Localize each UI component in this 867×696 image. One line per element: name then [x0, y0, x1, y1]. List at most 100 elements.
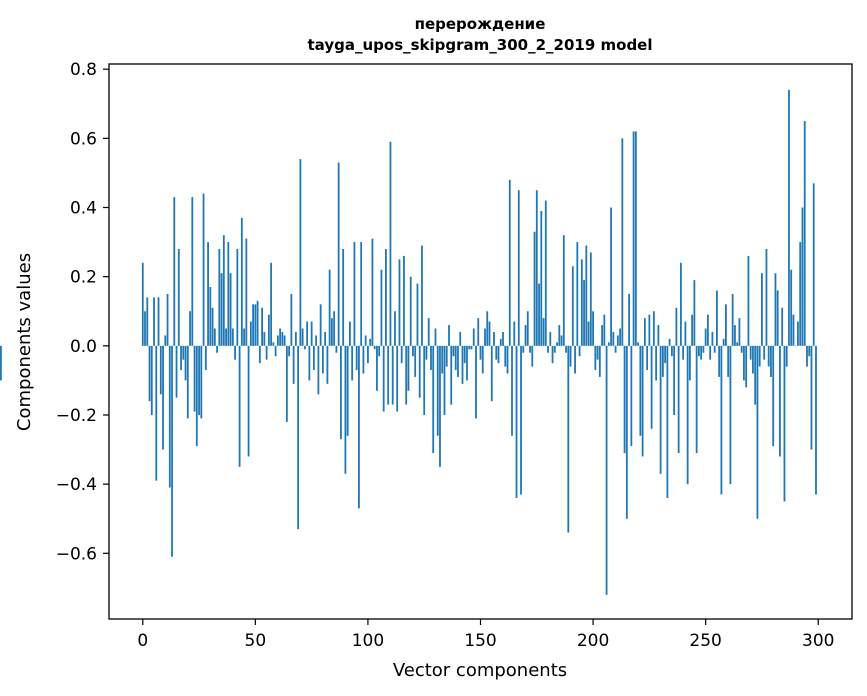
- bar: [661, 345, 664, 377]
- bar: [362, 345, 365, 374]
- bar: [270, 262, 273, 346]
- bar: [560, 335, 563, 346]
- bar: [632, 131, 635, 346]
- bar: [808, 345, 811, 357]
- bar: [623, 345, 626, 454]
- bar: [783, 345, 786, 502]
- bar: [781, 307, 784, 346]
- bar: [272, 342, 275, 346]
- bar: [155, 345, 158, 481]
- bar: [186, 345, 189, 419]
- bar: [702, 345, 705, 353]
- bar: [234, 345, 236, 360]
- bar: [342, 249, 345, 346]
- bar: [191, 197, 194, 346]
- bar: [229, 273, 232, 346]
- bar: [562, 235, 565, 346]
- bar: [216, 345, 218, 353]
- y-tick-label: −0.6: [56, 544, 97, 564]
- bar: [463, 345, 466, 364]
- bar: [551, 345, 554, 364]
- y-tick-label: −0.4: [56, 475, 97, 495]
- bar: [531, 345, 534, 367]
- bar: [677, 345, 680, 454]
- bar: [333, 311, 336, 346]
- bar: [389, 141, 392, 346]
- bar: [493, 331, 495, 346]
- bar: [547, 345, 549, 353]
- bar: [150, 345, 153, 415]
- bar: [344, 345, 347, 474]
- bar: [204, 345, 207, 371]
- bar: [249, 321, 252, 346]
- bar: [652, 311, 655, 346]
- bar: [387, 345, 390, 405]
- x-axis-label: Vector components: [393, 660, 567, 681]
- bar: [443, 345, 446, 415]
- bar: [727, 345, 730, 377]
- bar: [801, 207, 804, 346]
- bar: [283, 335, 286, 346]
- bar: [700, 345, 703, 360]
- bar: [720, 345, 723, 495]
- bar: [616, 335, 619, 346]
- bar: [308, 345, 311, 381]
- bar: [479, 345, 482, 360]
- bar: [369, 338, 372, 346]
- bar: [265, 345, 268, 360]
- bar: [421, 245, 423, 346]
- bar: [461, 345, 464, 384]
- y-tick-label: 0.0: [70, 337, 97, 357]
- bar: [754, 345, 757, 405]
- bar: [202, 193, 205, 346]
- bar: [761, 273, 763, 346]
- bar: [209, 287, 212, 346]
- bar: [321, 345, 324, 374]
- bar: [815, 345, 817, 495]
- bar: [524, 325, 527, 346]
- bar: [274, 345, 277, 357]
- bar: [698, 345, 700, 357]
- bar: [621, 138, 624, 346]
- bar: [425, 345, 428, 360]
- x-axis-ticks: 0 50 100 150 200 250 300: [137, 619, 834, 651]
- bar: [173, 197, 176, 346]
- bar: [704, 328, 707, 346]
- bar: [198, 345, 200, 415]
- bar: [574, 345, 576, 374]
- bar: [441, 345, 444, 374]
- bar: [693, 280, 696, 346]
- bar: [439, 345, 441, 467]
- bar: [243, 328, 245, 346]
- bar: [758, 345, 761, 367]
- bar: [472, 328, 475, 346]
- bar: [299, 159, 302, 346]
- bar: [157, 297, 160, 346]
- bar: [589, 252, 592, 346]
- bar: [504, 345, 507, 367]
- y-tick-label: 0.8: [70, 60, 97, 80]
- bar: [238, 345, 241, 467]
- bar: [470, 345, 473, 350]
- bar: [376, 345, 378, 391]
- bar: [790, 269, 793, 346]
- bar: [725, 304, 727, 346]
- bar: [360, 242, 363, 346]
- bar: [175, 345, 178, 398]
- bar: [227, 242, 230, 346]
- bar: [499, 338, 502, 346]
- bar: [405, 345, 408, 405]
- bar: [373, 345, 376, 350]
- bar: [380, 269, 383, 346]
- bar: [650, 345, 653, 429]
- bar: [646, 345, 649, 371]
- bar: [0, 345, 2, 381]
- bar: [567, 345, 570, 533]
- x-tick-label: 0: [137, 631, 148, 651]
- bar: [664, 345, 667, 364]
- bar: [774, 273, 777, 346]
- bar: [303, 345, 306, 350]
- bar: [765, 249, 768, 346]
- bar: [247, 345, 250, 457]
- bar: [776, 290, 779, 346]
